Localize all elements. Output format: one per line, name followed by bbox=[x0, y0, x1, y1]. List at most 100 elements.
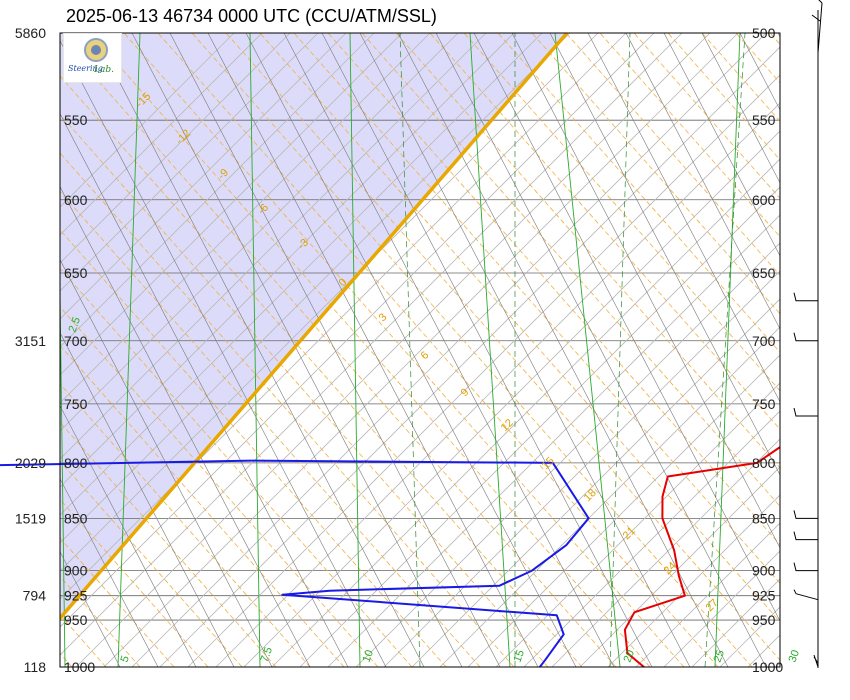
wind-barb-icon bbox=[793, 531, 818, 541]
pressure-label-right: 650 bbox=[752, 265, 776, 281]
dewpoint-extension bbox=[0, 459, 252, 467]
isotherm-line bbox=[60, 33, 319, 292]
pressure-label-left: 650 bbox=[64, 265, 88, 281]
moist-adiabat-line bbox=[60, 405, 197, 667]
pressure-label-right: 800 bbox=[752, 455, 776, 471]
wind-barb-icon bbox=[793, 510, 818, 519]
isotherm-line bbox=[804, 33, 850, 667]
isotherm-line bbox=[355, 242, 780, 667]
isotherm-line bbox=[60, 33, 655, 628]
dry-adiabat-line bbox=[633, 33, 780, 199]
dry-adiabat-line bbox=[225, 33, 780, 661]
mixing-ratio-label: 25 bbox=[712, 648, 727, 664]
moist-adiabat-line bbox=[60, 332, 235, 667]
isotherm-line bbox=[215, 102, 780, 667]
dry-adiabat-line bbox=[429, 33, 780, 430]
dry-adiabat-label: 9 bbox=[459, 386, 472, 399]
dry-adiabat-line bbox=[701, 33, 780, 122]
dry-adiabat-line bbox=[0, 33, 4, 667]
moist-adiabat-line bbox=[207, 33, 539, 667]
isotherm-line bbox=[60, 33, 375, 348]
isotherm-line bbox=[663, 550, 780, 667]
moist-adiabat-line bbox=[625, 33, 780, 330]
dry-adiabat-line bbox=[60, 537, 175, 667]
isotherm-line bbox=[383, 270, 780, 667]
moist-adiabat-line bbox=[60, 113, 349, 667]
dry-adiabat-line bbox=[497, 33, 780, 353]
mixing-ratio-label: 5 bbox=[119, 654, 132, 664]
wind-barb-icon bbox=[793, 562, 818, 572]
wind-barb-icon bbox=[793, 292, 818, 302]
mixing-ratio-label: 2.5 bbox=[67, 316, 84, 334]
dry-adiabat-line bbox=[123, 33, 685, 667]
moist-adiabat-line bbox=[245, 33, 577, 667]
pressure-label-right: 600 bbox=[752, 192, 776, 208]
isotherm-line bbox=[75, 33, 711, 667]
dry-adiabat-line bbox=[599, 33, 780, 238]
isotherm-line bbox=[159, 46, 780, 667]
dry-adiabat-line bbox=[191, 33, 753, 667]
dry-adiabat-line bbox=[667, 33, 780, 161]
dry-adiabat-line bbox=[60, 113, 549, 667]
isotherm-line bbox=[60, 33, 599, 572]
pressure-label-right: 950 bbox=[752, 612, 776, 628]
isotherm-line bbox=[60, 33, 263, 236]
wind-barb-icon bbox=[793, 332, 818, 342]
pressure-label-left: 950 bbox=[64, 612, 88, 628]
mixing-ratio-label: 20 bbox=[622, 648, 637, 664]
dry-adiabat-line bbox=[395, 33, 780, 469]
mixing-ratio-line bbox=[117, 33, 141, 667]
wind-barb-icon bbox=[811, 0, 823, 54]
isotherm-line bbox=[243, 130, 780, 667]
isotherm-line bbox=[607, 494, 780, 667]
dry-adiabat-line bbox=[293, 33, 780, 584]
dewpoint-profile bbox=[251, 459, 590, 667]
moist-adiabat-line bbox=[701, 33, 780, 184]
moist-adiabat-line bbox=[60, 551, 121, 667]
moist-adiabat-line bbox=[587, 33, 780, 403]
dry-adiabat-line bbox=[60, 498, 209, 667]
pressure-label-right: 850 bbox=[752, 510, 776, 526]
moist-adiabat-line bbox=[663, 33, 780, 257]
moist-adiabat-line bbox=[60, 478, 159, 667]
dry-adiabat-line bbox=[463, 33, 780, 392]
mixing-ratio-line bbox=[714, 33, 741, 667]
isotherm-line bbox=[103, 33, 739, 667]
isotherm-line bbox=[635, 522, 780, 667]
isotherm-line bbox=[579, 466, 780, 667]
pressure-label-left: 900 bbox=[64, 563, 88, 579]
height-label: 3151 bbox=[15, 333, 46, 349]
parcel-line bbox=[111, 33, 569, 559]
mixing-ratio-label: 7.5 bbox=[259, 646, 276, 664]
moist-adiabat-line bbox=[816, 33, 850, 667]
isotherm-line bbox=[60, 33, 683, 656]
dry-adiabat-line bbox=[327, 33, 780, 546]
mixing-ratio-line bbox=[60, 294, 66, 667]
dry-adiabat-line bbox=[60, 75, 583, 667]
isotherm-line bbox=[271, 158, 780, 667]
lab-logo: Steering Lab. bbox=[63, 33, 122, 83]
moist-adiabat-line bbox=[511, 33, 780, 549]
isotherm-line bbox=[60, 33, 627, 600]
height-label: 794 bbox=[23, 588, 47, 604]
dry-adiabat-label: 6 bbox=[419, 349, 432, 362]
dry-adiabat-label: 15 bbox=[540, 455, 557, 472]
logo-lab-text: Lab. bbox=[94, 65, 114, 75]
isotherm-line bbox=[60, 33, 235, 208]
dry-adiabat-line bbox=[60, 306, 379, 667]
dry-adiabat-line bbox=[60, 344, 345, 667]
pressure-label-left: 850 bbox=[64, 510, 88, 526]
height-label: 5860 bbox=[15, 25, 46, 41]
isotherm-line bbox=[60, 33, 403, 376]
height-label: 2029 bbox=[15, 455, 46, 471]
pressure-label-left: 925 bbox=[64, 588, 88, 604]
mixing-ratio-label: 15 bbox=[512, 648, 527, 664]
isotherm-line bbox=[523, 410, 780, 667]
dry-adiabat-line bbox=[0, 33, 38, 667]
dry-adiabat-line bbox=[60, 152, 515, 667]
isotherm-line bbox=[60, 33, 543, 516]
wind-barb-icon bbox=[793, 589, 819, 601]
isotherm-line bbox=[60, 33, 291, 264]
mixing-ratio-line bbox=[554, 33, 621, 667]
